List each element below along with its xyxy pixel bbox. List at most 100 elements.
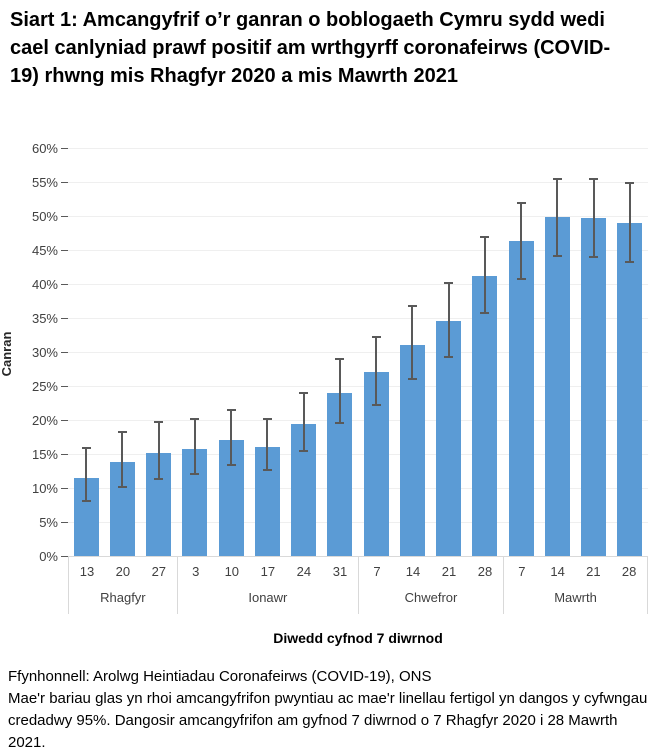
dates-row: 7 14 21 28 bbox=[504, 557, 647, 587]
y-tick-mark bbox=[61, 148, 69, 149]
x-tick-label: 17 bbox=[260, 564, 276, 579]
month-label: Mawrth bbox=[554, 590, 597, 605]
error-bar bbox=[520, 203, 523, 279]
gridline bbox=[68, 352, 648, 353]
error-bar-cap bbox=[81, 499, 91, 502]
error-bar-cap bbox=[226, 463, 236, 466]
y-tick-label: 40% bbox=[31, 277, 58, 292]
error-bar bbox=[338, 359, 341, 424]
bar bbox=[508, 241, 534, 556]
bar bbox=[617, 222, 643, 556]
error-bar-cap bbox=[335, 358, 345, 361]
error-bar-cap bbox=[117, 430, 127, 433]
error-bar bbox=[411, 306, 414, 379]
error-bar-cap bbox=[154, 478, 164, 481]
y-tick-mark bbox=[61, 488, 69, 489]
source-note: Ffynhonnell: Arolwg Heintiadau Coronafei… bbox=[8, 668, 432, 685]
error-bar-cap bbox=[625, 260, 635, 263]
error-bar-cap bbox=[625, 182, 635, 185]
plot-area bbox=[68, 148, 648, 556]
y-tick-label: 0% bbox=[39, 549, 58, 564]
error-bar bbox=[121, 431, 124, 488]
month-label: Chwefror bbox=[404, 590, 458, 605]
gridline bbox=[68, 284, 648, 285]
method-note: Mae'r bariau glas yn rhoi amcangyfrifon … bbox=[8, 690, 648, 751]
error-bar-cap bbox=[516, 202, 526, 205]
error-bar-cap bbox=[552, 255, 562, 258]
error-bar-cap bbox=[190, 418, 200, 421]
bar bbox=[436, 320, 462, 556]
x-axis: 13 20 27 Rhagfyr 3 10 17 24 31 Ionawr 7 14 21 28 Chwef… bbox=[68, 556, 648, 614]
y-tick-mark bbox=[61, 420, 69, 421]
x-tick-label: 21 bbox=[586, 564, 601, 579]
error-bar bbox=[230, 409, 233, 465]
y-tick-mark bbox=[61, 522, 69, 523]
error-bar-cap bbox=[589, 178, 599, 181]
error-bar bbox=[592, 179, 595, 258]
gridline bbox=[68, 454, 648, 455]
error-bar bbox=[375, 337, 378, 406]
error-bar-cap bbox=[154, 421, 164, 424]
error-bar-cap bbox=[480, 312, 490, 315]
month-group: 7 14 21 28 Chwefror bbox=[358, 557, 503, 614]
error-bar bbox=[193, 419, 196, 474]
error-bar-cap bbox=[81, 446, 91, 449]
x-tick-label: 7 bbox=[518, 564, 526, 579]
month-group: 7 14 21 28 Mawrth bbox=[503, 557, 648, 614]
y-tick-label: 35% bbox=[31, 311, 58, 326]
y-tick-mark bbox=[61, 556, 69, 557]
error-bar bbox=[447, 282, 450, 357]
error-bar-cap bbox=[371, 404, 381, 407]
y-tick-label: 50% bbox=[31, 209, 58, 224]
y-tick-label: 45% bbox=[31, 243, 58, 258]
error-bar-cap bbox=[516, 277, 526, 280]
dates-row: 7 14 21 28 bbox=[359, 557, 503, 587]
error-bar-cap bbox=[407, 377, 417, 380]
error-bar bbox=[157, 422, 160, 480]
y-tick-mark bbox=[61, 250, 69, 251]
month-label: Rhagfyr bbox=[100, 590, 146, 605]
dates-row: 3 10 17 24 31 bbox=[178, 557, 358, 587]
bar bbox=[544, 217, 570, 556]
dates-row: 13 20 27 bbox=[69, 557, 177, 587]
gridline bbox=[68, 386, 648, 387]
x-tick-label: 7 bbox=[373, 564, 381, 579]
y-tick-label: 55% bbox=[31, 175, 58, 190]
error-bar-cap bbox=[299, 449, 309, 452]
x-tick-label: 27 bbox=[151, 564, 167, 579]
chart-title: Siart 1: Amcangyfrif o’r ganran o boblog… bbox=[10, 9, 611, 87]
error-bar-cap bbox=[226, 408, 236, 411]
gridline bbox=[68, 216, 648, 217]
x-tick-label: 31 bbox=[332, 564, 348, 579]
y-tick-label: 25% bbox=[31, 379, 58, 394]
error-bar bbox=[85, 447, 88, 501]
gridline bbox=[68, 148, 648, 149]
x-tick-label: 28 bbox=[477, 564, 493, 579]
gridline bbox=[68, 522, 648, 523]
y-tick-label: 30% bbox=[31, 345, 58, 360]
gridline bbox=[68, 318, 648, 319]
gridline bbox=[68, 420, 648, 421]
error-bar-cap bbox=[335, 422, 345, 425]
x-tick-label: 10 bbox=[224, 564, 240, 579]
x-tick-label: 24 bbox=[296, 564, 312, 579]
y-tick-mark bbox=[61, 284, 69, 285]
month-label: Ionawr bbox=[248, 590, 288, 605]
error-bar bbox=[628, 183, 631, 262]
x-tick-label: 13 bbox=[79, 564, 95, 579]
y-tick-label: 60% bbox=[31, 141, 58, 156]
x-tick-label: 14 bbox=[405, 564, 421, 579]
bar bbox=[581, 218, 607, 556]
month-group: 13 20 27 Rhagfyr bbox=[68, 557, 177, 614]
y-tick-label: 20% bbox=[31, 413, 58, 428]
month-group: 3 10 17 24 31 Ionawr bbox=[176, 557, 358, 614]
x-tick-label: 20 bbox=[115, 564, 131, 579]
error-bar-cap bbox=[299, 392, 309, 395]
x-tick-label: 14 bbox=[550, 564, 565, 579]
y-tick-mark bbox=[61, 216, 69, 217]
y-tick-mark bbox=[61, 318, 69, 319]
gridline bbox=[68, 488, 648, 489]
y-tick-label: 5% bbox=[39, 515, 58, 530]
error-bar bbox=[556, 178, 559, 257]
